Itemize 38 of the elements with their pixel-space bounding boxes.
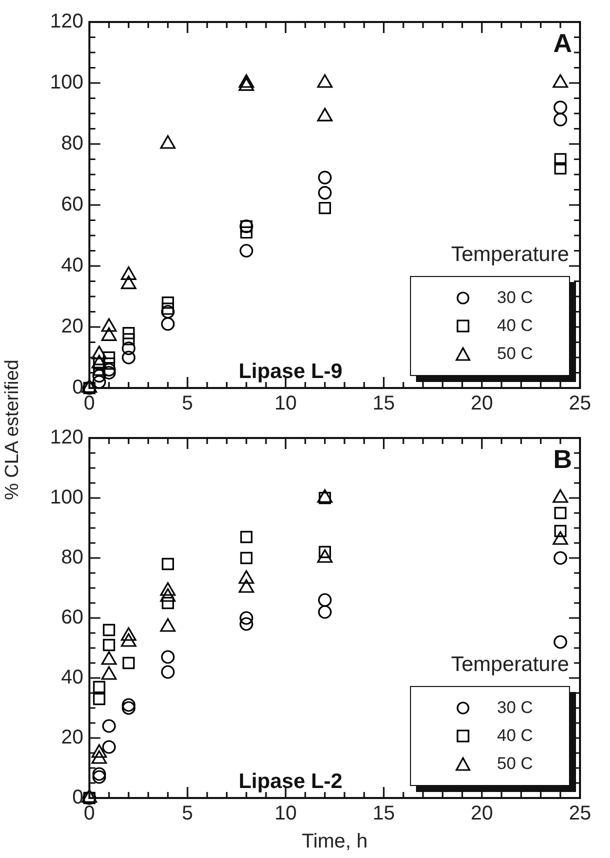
x-tick-label: 10: [274, 802, 297, 825]
legend-label: 30 C: [497, 288, 533, 308]
y-tick-label: 100: [50, 72, 84, 94]
y-tick-label: 60: [61, 194, 84, 216]
x-tick-label: 5: [182, 392, 194, 415]
legend-label: 40 C: [497, 726, 533, 746]
y-tick-label: 80: [61, 132, 84, 155]
y-tick-label: 60: [61, 606, 84, 629]
x-tick-label: 20: [470, 392, 493, 415]
x-tick-label: 10: [274, 392, 297, 415]
y-tick-label: 40: [61, 666, 84, 689]
legend-title: Temperature: [451, 243, 569, 267]
annotation: A: [553, 28, 572, 58]
y-tick-label: 120: [50, 10, 84, 33]
x-tick-label: 25: [568, 802, 592, 825]
legend-label: 50 C: [497, 754, 533, 774]
legend-label: 40 C: [497, 316, 533, 336]
y-tick-label: 120: [50, 426, 84, 449]
y-tick-label: 0: [72, 786, 84, 809]
y-tick-label: 20: [61, 726, 84, 749]
y-tick-label: 20: [61, 316, 84, 338]
y-tick-label: 80: [61, 546, 84, 569]
y-tick-label: 100: [50, 486, 84, 509]
x-tick-label: 5: [182, 802, 194, 825]
y-tick-label: 40: [61, 254, 84, 277]
legend-title: Temperature: [451, 653, 569, 677]
y-tick-label: 0: [72, 376, 84, 399]
x-tick-label: 25: [568, 392, 592, 415]
x-tick-label: 15: [372, 392, 395, 415]
x-tick-label: 20: [470, 802, 493, 825]
legend-label: 30 C: [497, 698, 533, 718]
annotation: Lipase L-9: [238, 360, 342, 383]
annotation: Lipase L-2: [238, 770, 342, 793]
annotation: B: [553, 444, 572, 474]
y-axis-title: % CLA esterified: [2, 360, 24, 500]
x-tick-label: 15: [372, 802, 395, 825]
x-axis-title: Time, h: [302, 830, 368, 853]
legend-label: 50 C: [497, 344, 533, 364]
